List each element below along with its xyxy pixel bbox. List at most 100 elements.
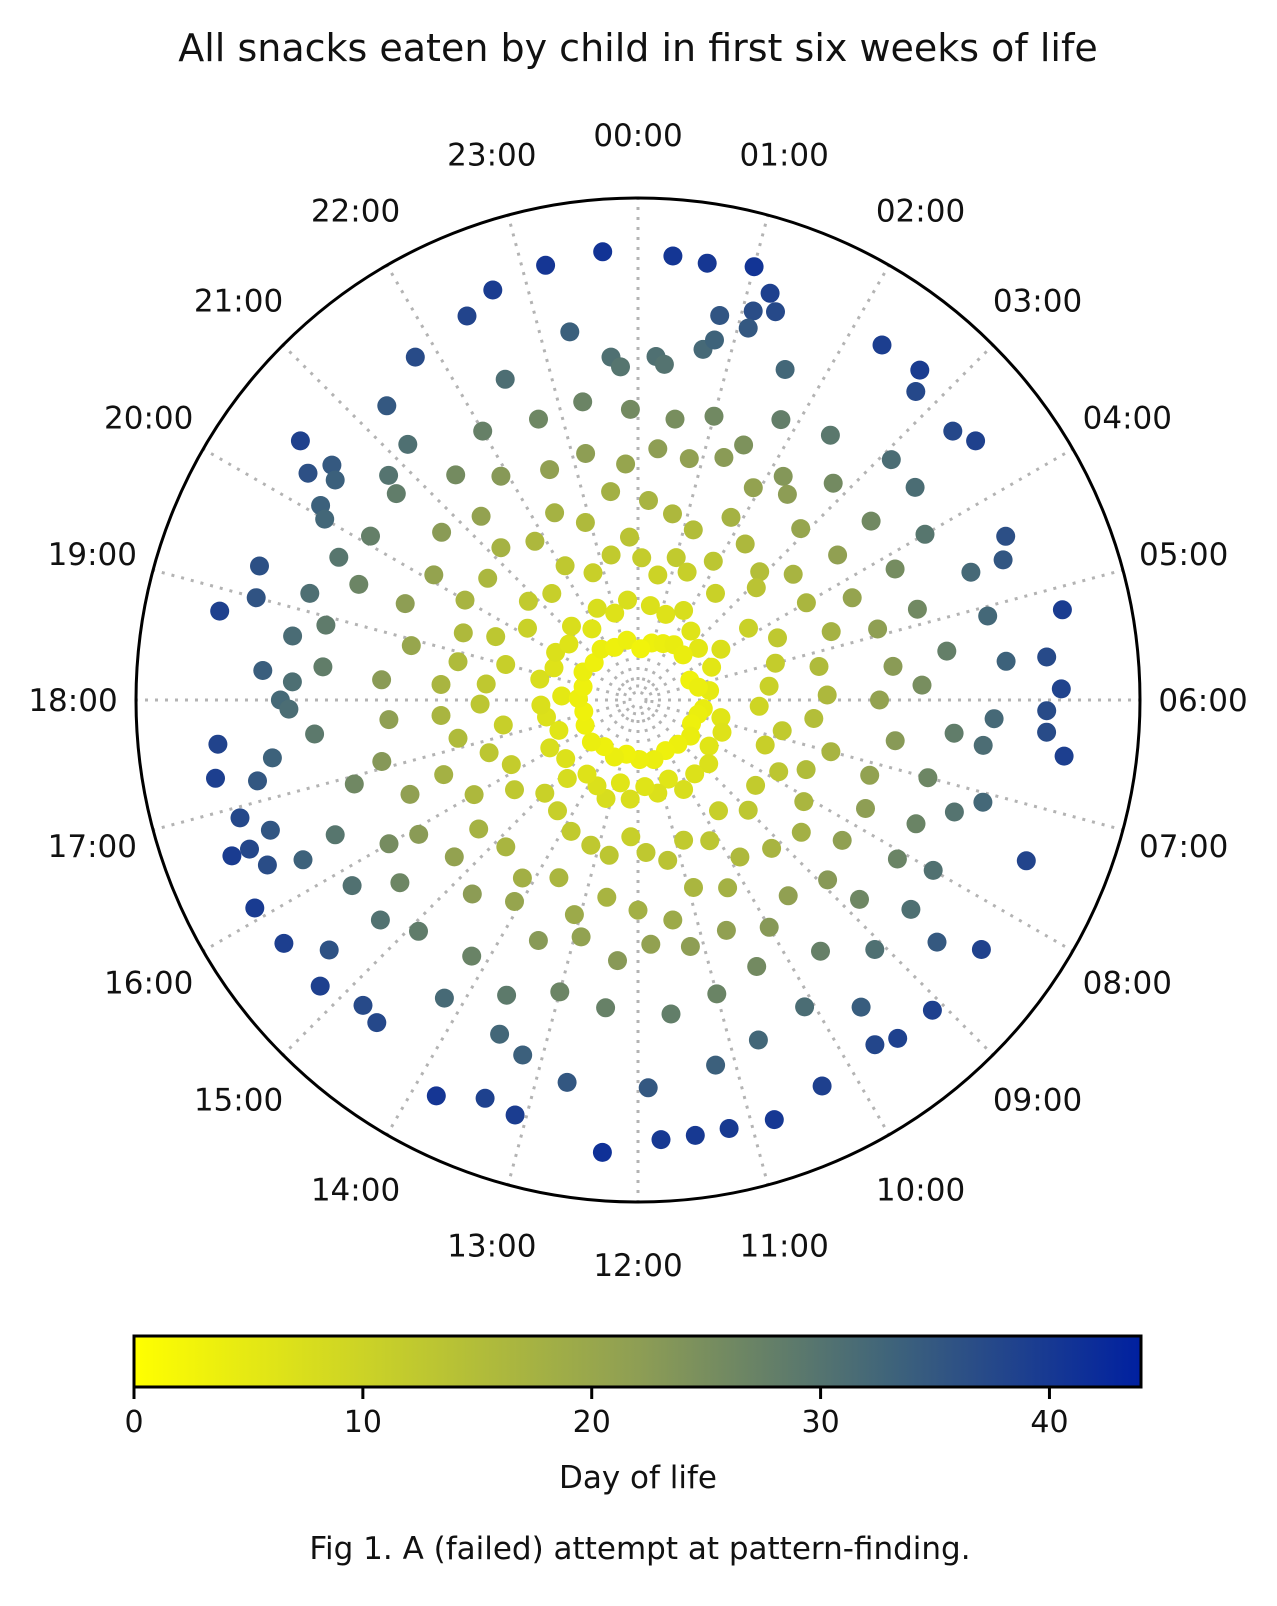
snack-point [400, 784, 420, 804]
snack-point [222, 846, 242, 866]
snack-point [631, 639, 651, 659]
snack-point [709, 801, 728, 821]
snack-point [491, 466, 511, 486]
snack-point [738, 800, 758, 820]
snack-point [548, 801, 567, 821]
snack-point [483, 280, 503, 300]
snack-point [996, 651, 1016, 671]
snack-point [246, 588, 266, 608]
snack-point [556, 749, 576, 769]
snack-point [529, 409, 548, 429]
snack-point [596, 998, 616, 1018]
snack-point [1016, 851, 1036, 871]
snack-point [666, 548, 686, 568]
snack-point [471, 506, 491, 526]
hour-tick-label: 18:00 [28, 683, 117, 719]
snack-point [495, 369, 515, 389]
snack-point [927, 932, 947, 952]
snack-point [714, 448, 734, 467]
snack-point [901, 899, 921, 919]
snack-point [711, 639, 731, 659]
snack-point [663, 246, 683, 266]
snack-point [279, 699, 299, 719]
snack-point [322, 455, 342, 475]
snack-point [470, 694, 490, 714]
snack-point [491, 538, 511, 558]
snack-point [759, 676, 779, 696]
snack-point [658, 769, 678, 789]
snack-point [559, 634, 579, 654]
snack-point [632, 548, 652, 568]
snack-point [719, 1119, 739, 1138]
hour-tick-label: 13:00 [447, 1229, 536, 1265]
snack-point [599, 845, 619, 865]
snack-point [432, 522, 452, 542]
snack-point [552, 686, 572, 706]
snack-point [496, 837, 516, 857]
data-points [206, 242, 1074, 1162]
snack-point [648, 439, 668, 459]
snack-point [842, 588, 862, 608]
snack-point [778, 886, 798, 906]
snack-point [680, 937, 700, 956]
snack-point [379, 465, 399, 485]
hour-tick-label: 21:00 [194, 284, 283, 320]
snack-point [656, 604, 676, 624]
snack-point [230, 808, 250, 828]
snack-point [716, 920, 736, 940]
snack-point [208, 734, 228, 754]
snack-point [390, 873, 410, 893]
snack-point [663, 910, 683, 930]
snack-point [654, 354, 674, 374]
snack-point [605, 603, 625, 623]
colorbar: 0 10 20 30 40 Day of life [124, 1334, 1143, 1496]
snack-point [712, 722, 732, 742]
snack-point [469, 819, 489, 839]
snack-point [512, 868, 532, 888]
snack-point [525, 531, 545, 551]
snack-point [870, 690, 889, 710]
snack-point [703, 551, 723, 571]
snack-point [735, 534, 755, 554]
snack-point [620, 789, 640, 809]
snack-point [743, 478, 763, 498]
snack-point [783, 564, 803, 584]
snack-point [794, 792, 814, 812]
snack-point [765, 653, 785, 673]
snack-point [455, 590, 475, 610]
snack-point [597, 887, 617, 907]
grid-spoke [651, 343, 995, 687]
snack-point [610, 773, 630, 793]
snack-point [699, 754, 719, 774]
snack-point [706, 1055, 726, 1075]
snack-point [257, 855, 277, 875]
snack-point [828, 545, 848, 565]
snack-point [705, 330, 724, 350]
snack-point [505, 892, 524, 911]
snack-point [795, 997, 815, 1017]
snack-point [518, 591, 538, 611]
colorbar-tick-label: 20 [573, 1405, 611, 1440]
snack-point [298, 463, 318, 483]
snack-point [907, 599, 927, 619]
snack-point [575, 715, 595, 735]
snack-point [704, 406, 724, 426]
snack-point [325, 825, 345, 845]
snack-point [313, 657, 333, 677]
snack-point [746, 578, 766, 598]
snack-point [820, 425, 840, 445]
snack-point [661, 1004, 681, 1024]
colorbar-label: Day of life [559, 1460, 717, 1496]
snack-point [274, 933, 294, 953]
snack-point [325, 470, 345, 490]
snack-point [601, 545, 621, 565]
snack-point [749, 696, 769, 716]
snack-point [718, 878, 738, 898]
snack-point [673, 645, 693, 665]
snack-point [372, 752, 392, 771]
snack-point [658, 850, 678, 870]
snack-point [817, 685, 837, 705]
snack-point [684, 878, 703, 897]
snack-point [300, 583, 320, 603]
